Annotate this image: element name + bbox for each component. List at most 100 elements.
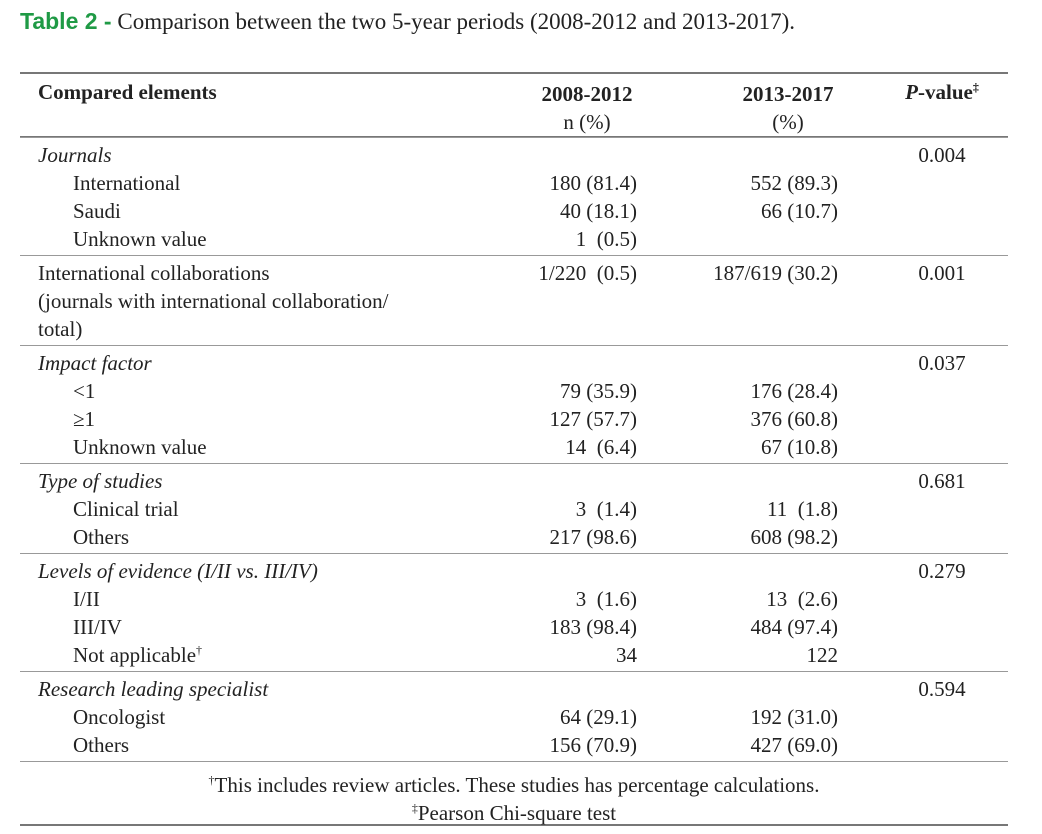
table-row: International 180 (81.4) 552 (89.3) bbox=[20, 169, 1008, 197]
section: Impact factor 0.037 <1 79 (35.9) 176 (28.4) ≥… bbox=[20, 345, 1008, 463]
footnote: ‡Pearson Chi-square test bbox=[20, 794, 1008, 825]
row-label-text: ≥1 bbox=[73, 407, 96, 431]
row-label-text: Unknown value bbox=[73, 227, 207, 251]
cell-value: 608 (98.2) bbox=[750, 525, 839, 549]
row-label-text: Others bbox=[73, 733, 129, 757]
cell-value: 183 (98.4) bbox=[549, 615, 638, 639]
table-row: I/II 3 (1.6) 13 (2.6) bbox=[20, 585, 1008, 613]
header-row: Compared elements 2008-2012 n (%) 2013-2017… bbox=[20, 74, 1008, 137]
cell-value: 34 bbox=[616, 643, 637, 667]
cell-value: 11 (1.8) bbox=[767, 497, 838, 521]
row-label: International bbox=[73, 171, 180, 196]
footnote-mark: † bbox=[196, 643, 203, 657]
row-label-text: I/II bbox=[73, 587, 100, 611]
cell-value: 217 (98.6) bbox=[549, 525, 638, 549]
cell-value: 1/220 (0.5) bbox=[538, 261, 637, 285]
section-heading: Research leading specialist bbox=[38, 677, 269, 701]
title-label: Table 2 - bbox=[20, 8, 112, 34]
table-title: Table 2 - Comparison between the two 5-y… bbox=[20, 8, 795, 35]
row-label-text: Others bbox=[73, 525, 129, 549]
row-label: Saudi bbox=[73, 199, 121, 224]
cell-value: 40 (18.1) bbox=[560, 199, 637, 223]
section: Research leading specialist 0.594 Oncologi… bbox=[20, 671, 1008, 761]
footnote-text: This includes review articles. These stu… bbox=[214, 773, 820, 797]
row-label: Not applicable† bbox=[73, 643, 202, 668]
p-letter: P bbox=[905, 80, 918, 104]
cell-value: 376 (60.8) bbox=[750, 407, 839, 431]
row-label-text: Saudi bbox=[73, 199, 121, 223]
row-label: <1 bbox=[73, 379, 95, 404]
table-row: Others 217 (98.6) 608 (98.2) bbox=[20, 523, 1008, 551]
cell-value: 122 bbox=[806, 643, 839, 667]
cell-value: 13 (2.6) bbox=[766, 587, 838, 611]
section-heading: Type of studies bbox=[38, 469, 163, 493]
cell-value: 14 (6.4) bbox=[565, 435, 637, 459]
section-heading-row: Research leading specialist 0.594 bbox=[20, 675, 1008, 703]
row-label: ≥1 bbox=[73, 407, 95, 432]
row-label-text: III/IV bbox=[73, 615, 122, 639]
section-heading: International collaborations bbox=[38, 261, 270, 285]
section: Type of studies 0.681 Clinical trial 3 (1.4… bbox=[20, 463, 1008, 553]
footnotes: †This includes review articles. These st… bbox=[20, 761, 1008, 825]
table-row: Oncologist 64 (29.1) 192 (31.0) bbox=[20, 703, 1008, 731]
cell-value: 552 (89.3) bbox=[750, 171, 839, 195]
section-heading-row: International collaborations 1/220 (0.5) 1… bbox=[20, 259, 1008, 287]
footnote-mark: † bbox=[208, 773, 215, 787]
table-row: Not applicable† 34 122 bbox=[20, 641, 1008, 669]
table-row: Saudi 40 (18.1) 66 (10.7) bbox=[20, 197, 1008, 225]
table-row: Others 156 (70.9) 427 (69.0) bbox=[20, 731, 1008, 759]
header-cell: 2008-2012 n (%) bbox=[517, 80, 657, 136]
cell-value: 3 (1.6) bbox=[575, 587, 637, 611]
cell-value: 79 (35.9) bbox=[560, 379, 637, 403]
table-row: III/IV 183 (98.4) 484 (97.4) bbox=[20, 613, 1008, 641]
table-row: Unknown value 1 (0.5) bbox=[20, 225, 1008, 253]
section-heading: (journals with international collaborati… bbox=[38, 289, 389, 313]
p-value: 0.681 bbox=[918, 469, 966, 493]
section: Journals 0.004 International 180 (81.4) 552 … bbox=[20, 137, 1008, 255]
section-heading-row: Levels of evidence (I/II vs. III/IV) 0.27… bbox=[20, 557, 1008, 585]
cell-value: 64 (29.1) bbox=[560, 705, 637, 729]
footnote: †This includes review articles. These st… bbox=[20, 766, 1008, 797]
table-row: ≥1 127 (57.7) 376 (60.8) bbox=[20, 405, 1008, 433]
row-label-text: Oncologist bbox=[73, 705, 166, 729]
section-heading: Levels of evidence (I/II vs. III/IV) bbox=[38, 559, 318, 583]
header-line: 2008-2012 bbox=[541, 82, 633, 106]
row-label: Unknown value bbox=[73, 435, 207, 460]
header-line: n (%) bbox=[563, 110, 611, 134]
p-value: 0.004 bbox=[918, 143, 966, 167]
table-row: Clinical trial 3 (1.4) 11 (1.8) bbox=[20, 495, 1008, 523]
section-heading-row: Journals 0.004 bbox=[20, 141, 1008, 169]
row-label-text: International bbox=[73, 171, 181, 195]
cell-value: 180 (81.4) bbox=[549, 171, 638, 195]
cell-value: 484 (97.4) bbox=[750, 615, 839, 639]
row-label-text: Not applicable bbox=[73, 643, 197, 667]
section-heading: total) bbox=[38, 317, 83, 341]
p-value: 0.594 bbox=[918, 677, 966, 701]
row-label: Others bbox=[73, 733, 129, 758]
p-value: 0.001 bbox=[918, 261, 966, 285]
row-label: I/II bbox=[73, 587, 100, 612]
section-heading-row: Impact factor 0.037 bbox=[20, 349, 1008, 377]
header-cell: Compared elements bbox=[38, 80, 217, 104]
title-text: Comparison between the two 5-year period… bbox=[117, 9, 796, 34]
cell-value: 3 (1.4) bbox=[575, 497, 637, 521]
section-heading: Impact factor bbox=[38, 351, 152, 375]
cell-value: 192 (31.0) bbox=[750, 705, 839, 729]
header-line: (%) bbox=[772, 110, 804, 134]
footnote-mark: ‡ bbox=[411, 801, 418, 815]
section: Levels of evidence (I/II vs. III/IV) 0.27… bbox=[20, 553, 1008, 671]
row-label-text: Unknown value bbox=[73, 435, 207, 459]
cell-value: 427 (69.0) bbox=[750, 733, 839, 757]
header-line: 2013-2017 bbox=[742, 82, 834, 106]
p-value: 0.279 bbox=[918, 559, 966, 583]
cell-value: 67 (10.8) bbox=[761, 435, 838, 459]
p-rest: -value bbox=[918, 80, 973, 104]
cell-value: 187/619 (30.2) bbox=[713, 261, 838, 285]
p-sup: ‡ bbox=[972, 80, 979, 94]
section-heading-row: total) bbox=[20, 315, 1008, 343]
section: International collaborations 1/220 (0.5) 1… bbox=[20, 255, 1008, 345]
p-value: 0.037 bbox=[918, 351, 966, 375]
table: Compared elements 2008-2012 n (%) 2013-2017… bbox=[20, 72, 1008, 826]
section-heading-row: (journals with international collaborati… bbox=[20, 287, 1008, 315]
